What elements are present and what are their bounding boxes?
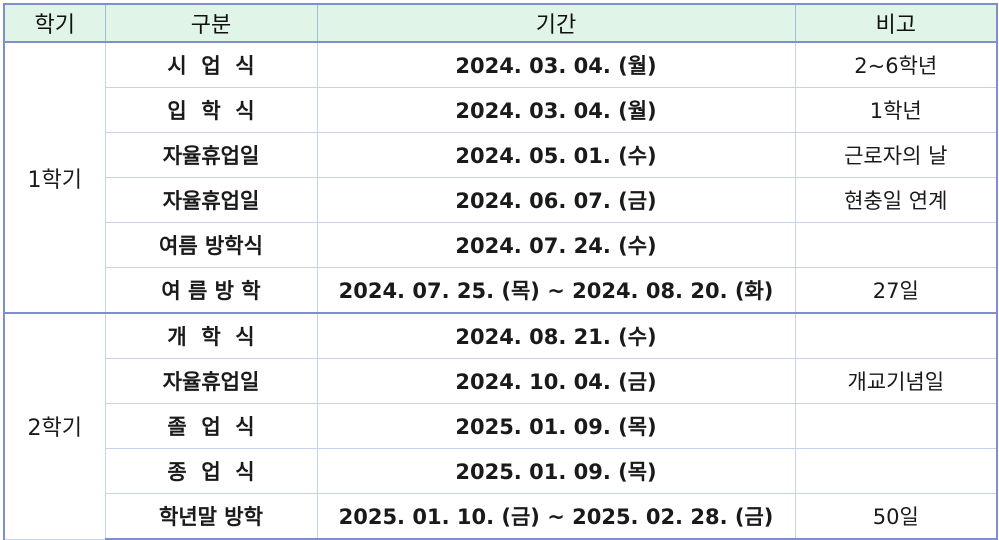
table-row: 2학기 개 학 식 2024. 08. 21. (수) bbox=[3, 312, 998, 540]
event-type: 시 업 식 bbox=[104, 41, 318, 88]
header-note: 비고 bbox=[794, 3, 998, 43]
event-type: 학년말 방학 bbox=[104, 493, 318, 540]
event-period: 2025. 01. 09. (목) bbox=[316, 403, 796, 449]
semester-2-label: 2학기 bbox=[3, 312, 106, 540]
event-type: 여 름 방 학 bbox=[104, 267, 318, 314]
event-period: 2024. 05. 01. (수) bbox=[316, 132, 796, 178]
event-note: 현충일 연계 bbox=[794, 177, 998, 223]
event-note: 27일 bbox=[794, 267, 998, 314]
event-period: 2024. 08. 21. (수) bbox=[316, 312, 796, 359]
table-row: 자율휴업일 2024. 10. 04. (금) 개교기념일 bbox=[4, 358, 998, 404]
event-note bbox=[794, 403, 998, 449]
event-period: 2025. 01. 10. (금) ~ 2025. 02. 28. (금) bbox=[316, 493, 796, 540]
event-type: 졸 업 식 bbox=[104, 403, 318, 449]
event-note: 개교기념일 bbox=[794, 358, 998, 404]
event-type: 자율휴업일 bbox=[104, 358, 318, 404]
event-note: 50일 bbox=[794, 493, 998, 540]
event-period: 2025. 01. 09. (목) bbox=[316, 448, 796, 494]
header-type: 구분 bbox=[104, 3, 318, 43]
event-note bbox=[794, 448, 998, 494]
event-note: 2~6학년 bbox=[794, 41, 998, 88]
table-row: 졸 업 식 2025. 01. 09. (목) bbox=[4, 403, 998, 449]
event-type: 여름 방학식 bbox=[104, 222, 318, 268]
event-period: 2024. 03. 04. (월) bbox=[316, 41, 796, 88]
event-note bbox=[794, 312, 998, 359]
event-note: 1학년 bbox=[794, 87, 998, 133]
semester-1-label: 1학기 bbox=[3, 41, 106, 314]
table-row: 자율휴업일 2024. 06. 07. (금) 현충일 연계 bbox=[4, 177, 998, 223]
event-note: 근로자의 날 bbox=[794, 132, 998, 178]
event-period: 2024. 07. 24. (수) bbox=[316, 222, 796, 268]
table-row: 자율휴업일 2024. 05. 01. (수) 근로자의 날 bbox=[4, 132, 998, 178]
event-period: 2024. 06. 07. (금) bbox=[316, 177, 796, 223]
event-period: 2024. 03. 04. (월) bbox=[316, 87, 796, 133]
table-row: 1학기 시 업 식 2024. 03. 04. (월) 2~6학년 bbox=[3, 41, 998, 314]
event-type: 자율휴업일 bbox=[104, 132, 318, 178]
school-schedule-table: 학기 구분 기간 비고 1학기 시 업 식 2024. 03. 04. (월) … bbox=[3, 3, 998, 540]
event-period: 2024. 10. 04. (금) bbox=[316, 358, 796, 404]
header-semester: 학기 bbox=[3, 3, 106, 43]
event-type: 입 학 식 bbox=[104, 87, 318, 133]
table-row: 입 학 식 2024. 03. 04. (월) 1학년 bbox=[4, 87, 998, 133]
header-period: 기간 bbox=[316, 3, 796, 43]
event-note bbox=[794, 222, 998, 268]
table-row: 여름 방학식 2024. 07. 24. (수) bbox=[4, 222, 998, 268]
header-row: 학기 구분 기간 비고 bbox=[3, 3, 998, 43]
event-type: 자율휴업일 bbox=[104, 177, 318, 223]
event-type: 종 업 식 bbox=[104, 448, 318, 494]
table-row: 학년말 방학 2025. 01. 10. (금) ~ 2025. 02. 28.… bbox=[4, 493, 998, 540]
event-type: 개 학 식 bbox=[104, 312, 318, 359]
event-period: 2024. 07. 25. (목) ~ 2024. 08. 20. (화) bbox=[316, 267, 796, 314]
table-row: 종 업 식 2025. 01. 09. (목) bbox=[4, 448, 998, 494]
table-row: 여 름 방 학 2024. 07. 25. (목) ~ 2024. 08. 20… bbox=[4, 267, 998, 314]
